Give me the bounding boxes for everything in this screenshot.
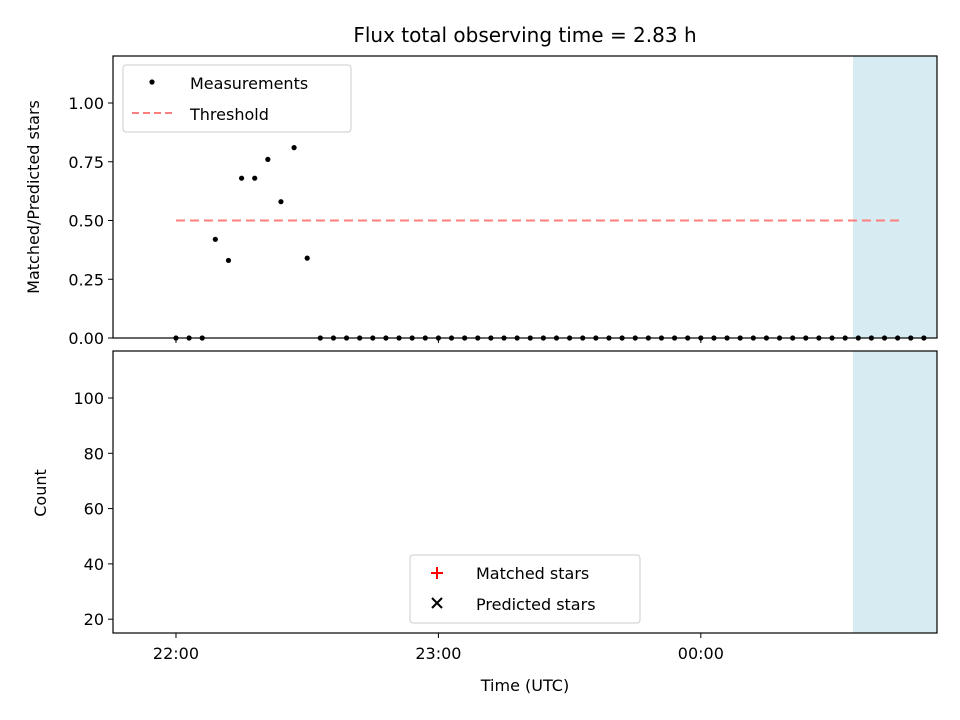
bottom-y-tick-label: 20: [84, 610, 104, 629]
top-shaded-region: [853, 56, 937, 338]
measurements-point: [212, 236, 218, 242]
bottom-y-tick-label: 100: [73, 389, 104, 408]
measurements-point: [291, 145, 297, 151]
bottom-y-tick-label: 40: [84, 555, 104, 574]
x-tick-label: 23:00: [415, 644, 461, 663]
legend-threshold-label: Threshold: [189, 105, 269, 124]
x-axis-label: Time (UTC): [480, 676, 569, 695]
measurements-point: [252, 175, 258, 181]
bottom-plot-frame: [112, 350, 938, 634]
legend-matched-marker: [431, 567, 443, 579]
measurements-point: [278, 199, 284, 205]
bottom-panel: 22:00 23:00 00:00 20 40 60 80 100 Count Time (U…: [31, 350, 938, 695]
x-tick-label: 22:00: [153, 644, 199, 663]
measurements-point: [238, 175, 245, 181]
bottom-y-tick-label: 80: [84, 444, 104, 463]
bottom-shaded-region: [853, 351, 937, 633]
legend-measurements-label: Measurements: [190, 74, 308, 93]
legend-measurements-marker: [149, 79, 155, 85]
top-y-tick-label: 1.00: [68, 94, 104, 113]
top-y-tick-label: 0.00: [68, 329, 104, 348]
top-y-axis-label: Matched/Predicted stars: [24, 100, 43, 294]
top-panel: 0.00 0.25 0.50 0.75 1.00 Flux total observin…: [24, 23, 938, 348]
top-legend: Measurements Threshold: [122, 64, 352, 133]
top-y-tick-label: 0.50: [68, 212, 104, 231]
x-tick-label: 00:00: [678, 644, 724, 663]
legend-predicted-marker: [431, 597, 443, 609]
bottom-legend: Matched stars Predicted stars: [409, 554, 641, 624]
top-y-tick-label: 0.75: [68, 153, 104, 172]
bottom-y-tick-label: 60: [84, 500, 104, 519]
bottom-y-axis-label: Count: [31, 469, 50, 517]
top-y-tick-label: 0.25: [68, 270, 104, 289]
legend-matched-label: Matched stars: [476, 564, 589, 583]
measurements-point: [304, 255, 310, 261]
chart-title: Flux total observing time = 2.83 h: [353, 23, 696, 47]
top-plot-frame: [112, 55, 938, 339]
measurements-point: [225, 257, 232, 264]
measurements-point: [265, 156, 271, 162]
legend-predicted-label: Predicted stars: [476, 595, 596, 614]
